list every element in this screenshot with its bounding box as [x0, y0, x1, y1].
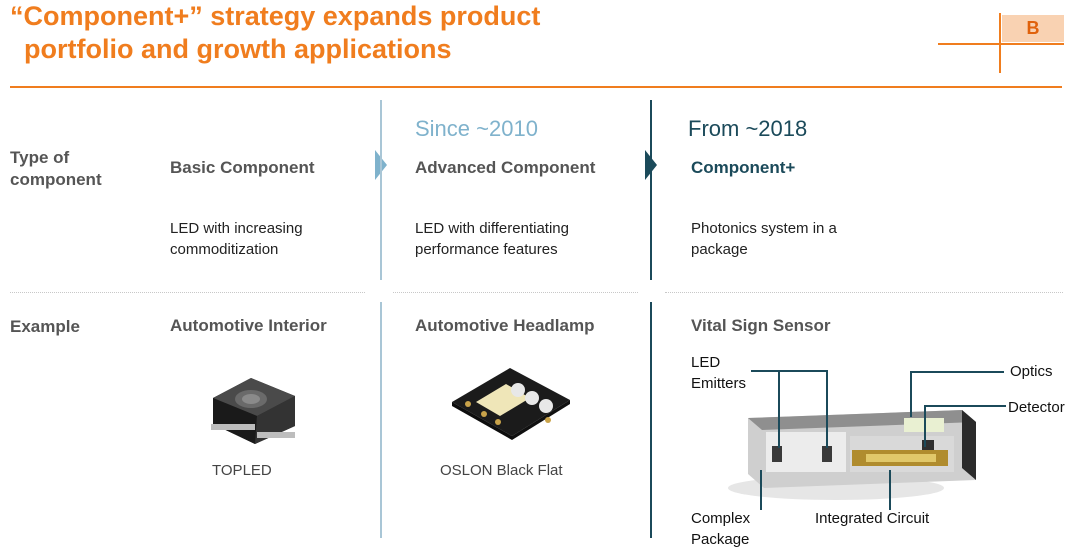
section-badge: B [1002, 15, 1064, 42]
leader-led-emitters [751, 370, 827, 372]
era-since-2010: Since ~2010 [415, 116, 538, 141]
example-vital-sign-sensor: Vital Sign Sensor [691, 316, 831, 335]
era-from-2018: From ~2018 [688, 116, 808, 141]
row-label-example: Example [10, 317, 80, 336]
description-plus: Photonics system in a package [691, 220, 837, 258]
title-line-2: portfolio and growth applications [24, 34, 452, 64]
leader-led-emitters-left [778, 370, 780, 448]
arrow-marker-light-icon [375, 150, 387, 180]
row-divider-1 [10, 292, 365, 293]
leader-complex-package [760, 470, 762, 510]
slide-title: “Component+” strategy expands product po… [10, 0, 540, 66]
description-basic: LED with increasing commoditization [170, 220, 303, 258]
description-advanced: LED with differentiating performance fea… [415, 220, 569, 258]
example-automotive-interior: Automotive Interior [170, 316, 327, 335]
label-optics: Optics [1010, 363, 1053, 380]
label-complex-package: Complex Package [691, 510, 751, 548]
leader-integrated-circuit [889, 470, 891, 510]
row-label-type: Type of component [10, 148, 102, 189]
badge-rule-horizontal [938, 43, 1064, 45]
badge-rule-vertical [999, 13, 1001, 73]
leader-led-emitters-right [826, 370, 828, 448]
leader-optics [910, 371, 1004, 373]
label-integrated-circuit: Integrated Circuit [815, 510, 930, 527]
leader-detector-drop [924, 405, 926, 447]
label-led-emitters: LED Emitters [691, 354, 747, 392]
title-divider [10, 86, 1062, 88]
arrow-marker-dark-icon [645, 150, 657, 180]
example-automotive-headlamp: Automotive Headlamp [415, 316, 595, 335]
heading-basic-component: Basic Component [170, 158, 315, 177]
oslon-black-flat-image [452, 368, 570, 440]
column-divider-1 [380, 100, 382, 280]
topled-led-image [211, 378, 295, 444]
column-divider-1-lower [380, 302, 382, 538]
vital-sign-sensor-image [728, 410, 976, 500]
leader-detector [924, 405, 1006, 407]
row-divider-2 [393, 292, 638, 293]
column-divider-2 [650, 100, 652, 280]
caption-oslon-black-flat: OSLON Black Flat [440, 462, 563, 479]
label-detector: Detector [1008, 399, 1065, 416]
heading-component-plus: Component+ [691, 158, 796, 177]
column-divider-2-lower [650, 302, 652, 538]
caption-topled: TOPLED [212, 462, 272, 479]
heading-advanced-component: Advanced Component [415, 158, 596, 177]
title-line-1: “Component+” strategy expands product [10, 1, 541, 31]
row-divider-3 [665, 292, 1063, 293]
leader-optics-drop [910, 371, 912, 417]
